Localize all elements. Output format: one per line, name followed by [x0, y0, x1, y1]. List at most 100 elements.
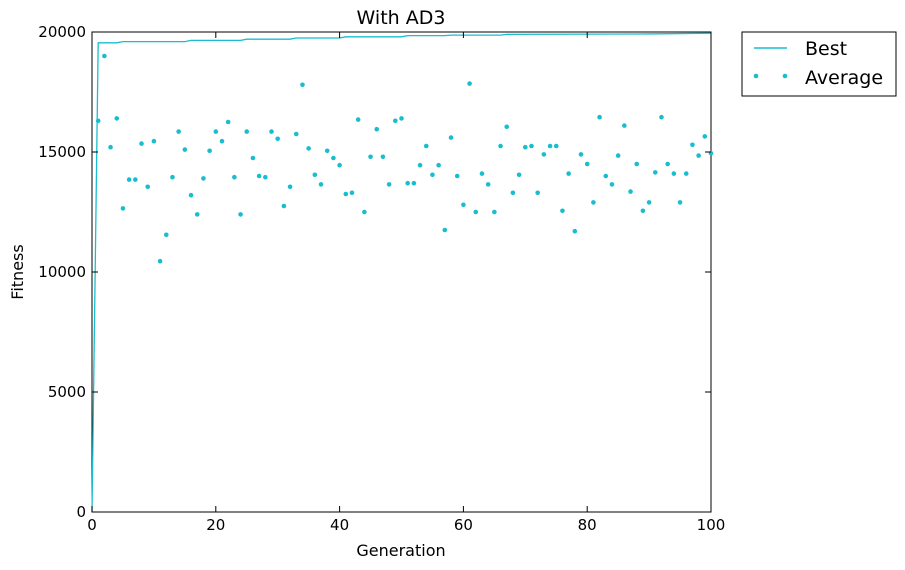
y-axis-label: Fitness	[8, 244, 27, 299]
average-point	[337, 162, 342, 168]
legend-label-best: Best	[805, 38, 847, 60]
average-point	[516, 172, 522, 178]
average-point	[646, 200, 652, 205]
average-point	[194, 212, 200, 217]
average-point	[454, 173, 460, 179]
average-point	[560, 208, 565, 214]
average-point	[677, 200, 683, 205]
average-point	[188, 192, 194, 198]
average-point	[355, 117, 361, 122]
average-point	[151, 138, 157, 144]
legend-label-average: Average	[805, 67, 883, 89]
average-point	[553, 143, 559, 149]
average-point	[374, 126, 380, 132]
average-point	[133, 177, 138, 182]
average-point	[405, 180, 410, 186]
average-point	[219, 138, 225, 144]
plot-frame	[91, 31, 712, 513]
x-tick-label: 100	[697, 516, 726, 534]
average-point	[659, 114, 664, 120]
average-point	[256, 173, 262, 179]
chart-title: With AD3	[357, 7, 446, 29]
x-tick-label: 80	[578, 516, 597, 534]
average-point	[467, 81, 472, 86]
average-point	[615, 153, 621, 158]
average-point	[225, 119, 231, 125]
average-point	[485, 182, 491, 187]
average-point	[126, 177, 132, 182]
average-point	[182, 147, 188, 152]
average-point	[603, 173, 609, 179]
average-point	[163, 232, 169, 238]
average-series	[95, 53, 714, 264]
average-point	[442, 227, 448, 233]
average-point	[312, 172, 318, 178]
average-point	[213, 129, 219, 134]
average-point	[436, 162, 441, 168]
average-point	[523, 144, 528, 150]
average-point	[640, 208, 646, 214]
x-tick-label: 60	[454, 516, 473, 534]
average-point	[652, 170, 658, 175]
average-point	[417, 162, 423, 168]
average-point	[281, 203, 287, 209]
x-tick-label: 40	[330, 516, 349, 534]
average-point	[622, 123, 627, 128]
average-point	[95, 118, 101, 124]
average-point	[380, 154, 386, 160]
average-point	[393, 118, 398, 124]
average-point	[541, 152, 547, 157]
x-axis-label: Generation	[356, 541, 445, 560]
average-point	[498, 143, 503, 149]
average-point	[461, 202, 466, 208]
average-point	[591, 200, 596, 205]
average-point	[232, 174, 237, 180]
average-point	[114, 116, 120, 121]
average-point	[362, 209, 367, 215]
average-point	[170, 174, 175, 180]
average-point	[269, 129, 274, 134]
plot-area	[91, 31, 714, 513]
y-tick-label: 5000	[48, 383, 86, 401]
average-point	[207, 148, 212, 154]
average-point	[423, 143, 429, 149]
average-point	[702, 134, 708, 139]
average-point	[368, 154, 373, 160]
legend-marker-average	[753, 73, 759, 79]
average-point	[250, 155, 256, 161]
y-tick-label: 10000	[38, 263, 86, 281]
y-tick-label: 15000	[38, 143, 86, 161]
average-point	[683, 171, 689, 176]
average-point	[529, 143, 534, 149]
average-point	[504, 124, 510, 130]
average-point	[343, 191, 349, 197]
average-point	[665, 161, 670, 167]
y-tick-label: 20000	[38, 23, 86, 41]
average-point	[628, 189, 633, 194]
best-series	[91, 32, 712, 513]
average-point	[238, 212, 243, 217]
x-tick-label: 0	[87, 516, 97, 534]
average-point	[108, 144, 113, 150]
average-point	[145, 184, 151, 190]
average-point	[275, 136, 281, 142]
average-point	[349, 190, 355, 196]
average-point	[566, 171, 571, 176]
average-point	[572, 228, 578, 234]
y-tick-label: 0	[76, 503, 86, 521]
average-point	[324, 148, 330, 154]
average-point	[411, 180, 417, 186]
average-point	[157, 258, 163, 264]
average-point	[448, 135, 454, 140]
average-point	[331, 155, 336, 161]
average-point	[547, 143, 553, 149]
average-point	[510, 190, 516, 196]
average-point	[306, 146, 311, 151]
average-point	[287, 184, 293, 190]
average-point	[386, 182, 392, 187]
average-point	[609, 182, 615, 187]
average-point	[671, 171, 677, 176]
legend: Best Average	[741, 31, 897, 97]
y-axis: 0 5000 10000 15000 20000	[38, 23, 711, 521]
average-point	[584, 161, 590, 167]
